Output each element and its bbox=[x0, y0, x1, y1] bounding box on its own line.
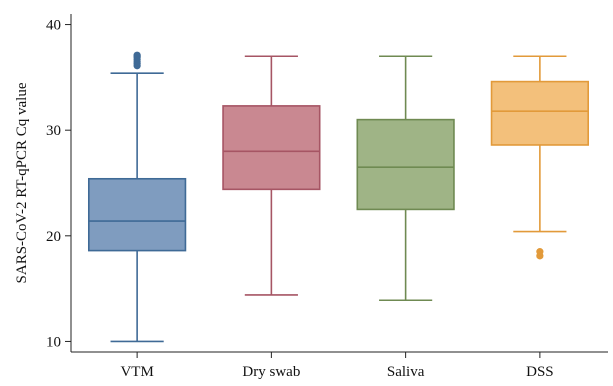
iqr-box bbox=[492, 82, 589, 145]
x-tick-label-1: Dry swab bbox=[242, 364, 300, 380]
iqr-box bbox=[223, 106, 320, 189]
x-tick-label-0: VTM bbox=[120, 364, 153, 380]
y-axis-label: SARS-CoV-2 RT-qPCR Cq value bbox=[14, 82, 30, 283]
outlier-point bbox=[536, 248, 543, 255]
y-tick-label-30: 30 bbox=[46, 123, 61, 139]
y-tick-label-10: 10 bbox=[46, 334, 61, 350]
iqr-box bbox=[89, 179, 186, 251]
box-series bbox=[89, 52, 588, 342]
box-3 bbox=[492, 56, 589, 259]
iqr-box bbox=[357, 120, 454, 210]
x-axis-ticks: VTM Dry swab Saliva DSS bbox=[120, 352, 553, 380]
box-1 bbox=[223, 56, 320, 295]
x-tick-label-2: Saliva bbox=[387, 364, 425, 380]
y-tick-label-40: 40 bbox=[46, 18, 61, 34]
y-tick-label-20: 20 bbox=[46, 229, 61, 245]
x-tick-label-3: DSS bbox=[526, 364, 554, 380]
box-2 bbox=[357, 56, 454, 300]
outlier-point bbox=[134, 52, 141, 59]
y-axis-ticks: 10 20 30 40 bbox=[46, 18, 71, 351]
box-0 bbox=[89, 52, 186, 342]
